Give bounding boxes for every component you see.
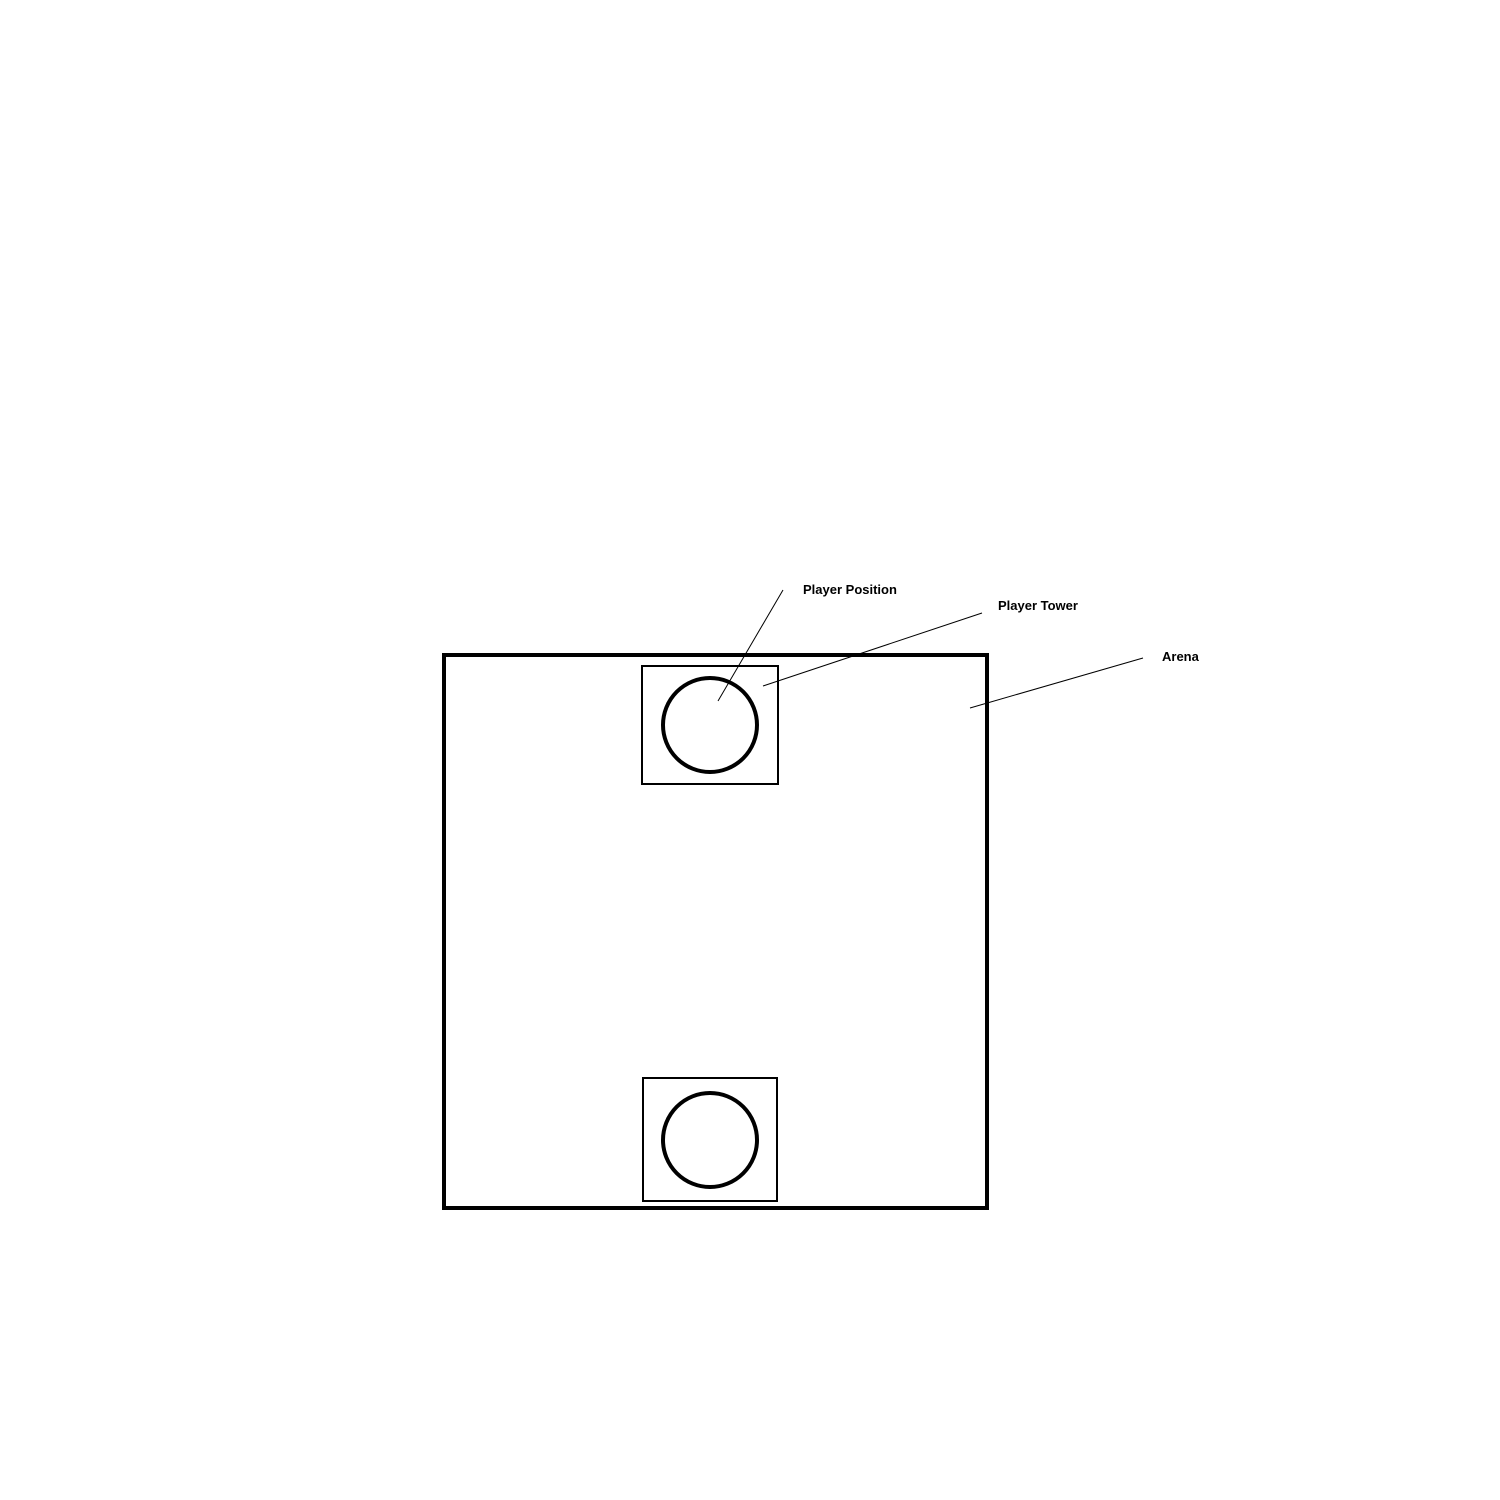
player-tower-label: Player Tower [998, 598, 1078, 613]
tower-base-top [641, 665, 779, 785]
tower-base-bottom [642, 1077, 778, 1202]
player-position-marker-top [661, 676, 759, 774]
arena-boundary [442, 653, 989, 1210]
arena-label: Arena [1162, 649, 1200, 664]
player-position-leader [717, 589, 784, 702]
arena-leader [969, 657, 1144, 709]
player-tower-bottom [642, 1077, 778, 1202]
player-position-label: Player Position [803, 582, 897, 597]
player-position-marker-bottom [661, 1091, 759, 1189]
player-tower-top [641, 665, 779, 785]
player-tower-leader [762, 612, 983, 687]
